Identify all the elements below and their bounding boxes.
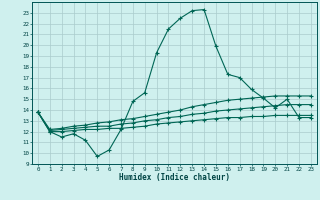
- X-axis label: Humidex (Indice chaleur): Humidex (Indice chaleur): [119, 173, 230, 182]
